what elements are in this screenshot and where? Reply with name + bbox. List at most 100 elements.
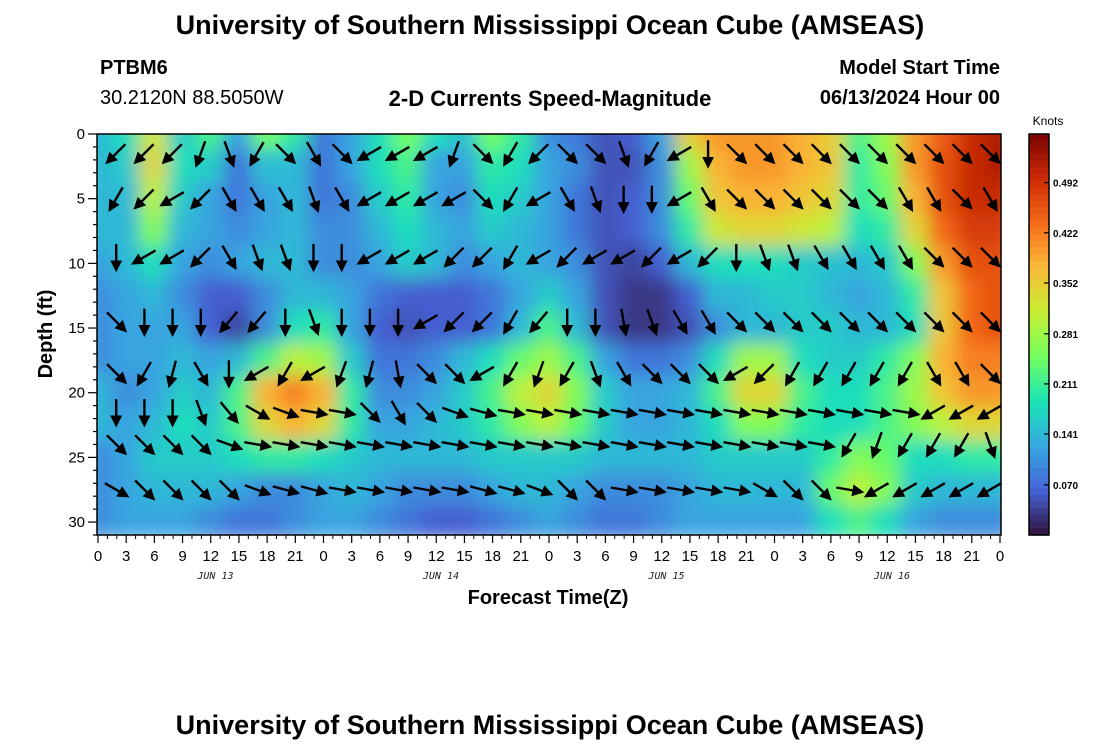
current-vector-arrow: [810, 311, 832, 333]
heatmap-cell: [505, 310, 536, 346]
heatmap-cell: [815, 134, 846, 152]
current-vector-arrow: [979, 143, 1001, 165]
heatmap-cell: [308, 375, 339, 410]
colorbar-swatch: [1029, 374, 1049, 382]
heatmap-cell: [984, 375, 1001, 410]
current-vector-arrow: [441, 406, 469, 419]
heatmap-cell: [590, 134, 621, 152]
current-vector-arrow: [954, 432, 970, 458]
colorbar-swatch: [1029, 481, 1049, 489]
x-axis-title: Forecast Time(Z): [468, 587, 629, 609]
heatmap-cell: [167, 504, 198, 535]
heatmap-cell: [928, 134, 959, 152]
heatmap-cell: [477, 375, 508, 410]
current-vector-arrow: [807, 439, 837, 451]
current-vector-arrow: [105, 143, 127, 165]
current-vector-arrow: [864, 406, 893, 419]
model-start-label: Model Start Time: [839, 57, 1000, 79]
heatmap-cell: [900, 134, 931, 152]
current-vector-arrow: [897, 361, 913, 387]
heatmap-cell: [195, 213, 226, 249]
heatmap-cell: [815, 213, 846, 249]
heatmap-cell: [280, 213, 311, 249]
x-tick-label: 15: [907, 548, 924, 565]
colorbar-swatch: [1029, 180, 1049, 189]
heatmap-cell: [787, 134, 818, 152]
heatmap-cell: [223, 310, 254, 346]
colorbar-swatch: [1029, 408, 1049, 416]
heatmap-cell: [336, 504, 367, 535]
current-vector-arrow: [582, 439, 611, 451]
colorbar-swatch: [1029, 448, 1049, 456]
heatmap-cell: [308, 504, 339, 535]
x-axis: 0 3 6 9 12 15 18 21 0 3 6 9 12 15 18 21 0 3 6 9 12 15 18 21 0 3 6 9…: [94, 535, 1004, 582]
current-vector-arrow: [754, 311, 776, 333]
heatmap-cell: [336, 278, 367, 313]
heatmap-cell: [703, 213, 734, 249]
heatmap-cell: [703, 504, 734, 535]
heatmap-cell: [111, 213, 142, 249]
colorbar-unit: Knots: [1033, 114, 1064, 128]
current-vector-arrow: [585, 479, 607, 501]
heatmap-cell: [844, 278, 875, 313]
x-tick-label: 6: [150, 548, 158, 565]
x-tick-label: 12: [879, 548, 896, 565]
colorbar-tick-label: 0.352: [1053, 279, 1078, 290]
heatmap-cell: [280, 134, 311, 152]
current-vector-arrow: [610, 484, 639, 497]
y-tick-label: 30: [68, 514, 85, 531]
heatmap-cell: [759, 213, 790, 249]
x-tick-label: 9: [404, 548, 412, 565]
current-vector-arrow: [134, 434, 156, 456]
colorbar-swatch: [1029, 174, 1049, 182]
heatmap-cell: [477, 278, 508, 313]
heatmap-cell: [195, 246, 226, 281]
colorbar-tick-label: 0.281: [1053, 330, 1078, 341]
current-vector-arrow: [698, 363, 719, 385]
current-vector-arrow: [272, 439, 301, 451]
current-vector-arrow: [839, 311, 860, 333]
current-vector-arrow: [216, 438, 244, 452]
heatmap-cell: [872, 134, 903, 152]
x-tick-label: 9: [855, 548, 863, 565]
heatmap-cell: [393, 278, 424, 313]
heatmap-cell: [872, 375, 903, 410]
current-vector-arrow: [782, 311, 804, 333]
heatmap-cell: [97, 472, 114, 507]
current-vector-arrow: [441, 484, 470, 497]
heatmap-cell: [956, 278, 987, 313]
heatmap-cell: [421, 278, 452, 313]
colorbar-tick-label: 0.070: [1053, 481, 1078, 492]
current-vector-arrow: [525, 249, 551, 265]
current-vector-arrow: [638, 406, 667, 419]
heatmap-cell: [900, 246, 931, 281]
heatmap-cell: [590, 375, 621, 410]
heatmap-cell: [252, 246, 283, 281]
x-tick-label: 3: [122, 548, 130, 565]
current-vector-arrow: [807, 406, 837, 419]
x-tick-label: 0: [319, 548, 327, 565]
colorbar-tick-label: 0.211: [1053, 380, 1078, 391]
current-vector-arrow: [954, 361, 970, 387]
y-tick-label: 10: [68, 255, 85, 272]
current-vector-arrow: [951, 143, 973, 165]
x-tick-label: 21: [963, 548, 980, 565]
current-vector-arrow: [979, 246, 1001, 268]
heatmap-cell: [97, 181, 114, 216]
heatmap-cell: [167, 134, 198, 152]
current-vector-arrow: [839, 188, 860, 210]
current-vector-arrow: [300, 406, 329, 419]
heatmap-cell: [505, 213, 536, 249]
colorbar-swatch: [1029, 227, 1049, 235]
current-vector-arrow: [810, 188, 832, 210]
current-vector-arrow: [585, 143, 607, 165]
x-tick-label: 0: [545, 548, 553, 565]
current-vector-arrow: [356, 249, 382, 265]
current-vector-arrow: [384, 145, 410, 162]
current-vector-arrow: [441, 191, 467, 207]
current-vector-arrow: [385, 484, 414, 497]
colorbar-swatch: [1029, 421, 1049, 429]
heatmap-cell: [111, 310, 142, 346]
heatmap-cell: [759, 246, 790, 281]
colorbar-swatch: [1029, 254, 1049, 262]
